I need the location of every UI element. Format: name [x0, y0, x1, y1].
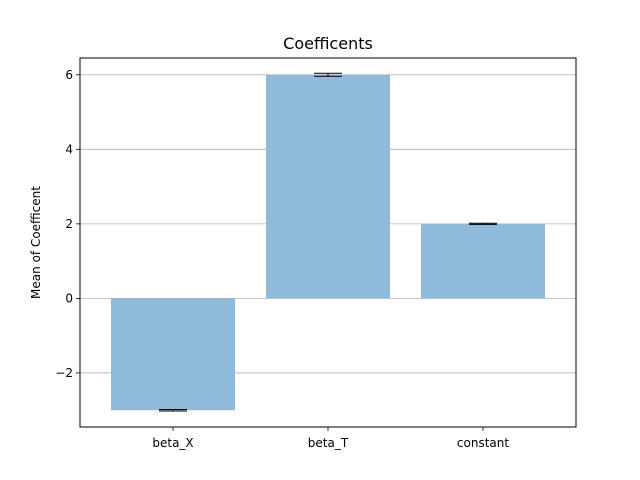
y-tick-label: 0 [65, 291, 73, 305]
x-axis-ticks: beta_X beta_T constant [152, 427, 509, 450]
error-bar-layer [159, 72, 497, 412]
bar-beta_T [266, 74, 390, 299]
y-tick-label: 2 [65, 217, 73, 231]
y-axis-label: Mean of Coefficent [29, 186, 43, 299]
y-axis-ticks: −2 0 2 4 6 [55, 68, 80, 380]
y-tick-label: 4 [65, 142, 73, 156]
x-tick-label-constant: constant [457, 436, 509, 450]
chart-title: Coefficents [283, 34, 373, 53]
bar-constant [421, 223, 545, 299]
bar-layer [111, 74, 545, 411]
x-tick-label-beta_T: beta_T [308, 436, 349, 450]
y-tick-label: −2 [55, 366, 73, 380]
y-tick-label: 6 [65, 68, 73, 82]
bar-beta_X [111, 298, 235, 411]
x-tick-label-beta_X: beta_X [152, 436, 193, 450]
